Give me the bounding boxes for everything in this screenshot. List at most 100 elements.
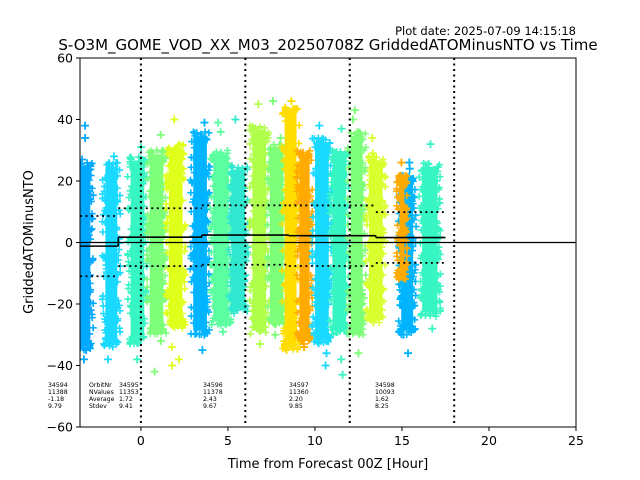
table-cell: 11353 bbox=[119, 389, 139, 396]
scatter-band bbox=[98, 152, 124, 364]
scatter-band bbox=[162, 115, 189, 370]
table-cell: -1.18 bbox=[48, 396, 64, 403]
y-tick-label: −20 bbox=[47, 297, 73, 312]
outlier-marker bbox=[156, 130, 165, 139]
outlier-marker bbox=[350, 106, 359, 115]
outlier-marker bbox=[256, 339, 265, 348]
outlier-marker bbox=[338, 370, 347, 379]
table-cell: 2.43 bbox=[203, 396, 217, 403]
y-tick-label: 0 bbox=[65, 235, 73, 250]
table-cell: 11378 bbox=[203, 389, 223, 396]
outlier-marker bbox=[354, 349, 363, 358]
outlier-marker bbox=[287, 97, 296, 106]
table-cell: 1.62 bbox=[375, 396, 389, 403]
band-core bbox=[80, 166, 91, 347]
x-axis-label: Time from Forecast 00Z [Hour] bbox=[227, 457, 429, 472]
table-cell: 34596 bbox=[203, 382, 223, 389]
outlier-marker bbox=[150, 367, 159, 376]
outlier-marker bbox=[218, 327, 227, 336]
outlier-marker bbox=[167, 343, 176, 352]
band-core bbox=[105, 166, 118, 344]
outlier-marker bbox=[130, 336, 139, 345]
outlier-marker bbox=[404, 349, 413, 358]
plot-date: Plot date: 2025-07-09 14:15:18 bbox=[395, 24, 576, 38]
band-core bbox=[284, 111, 297, 347]
outlier-marker bbox=[133, 355, 142, 364]
y-tick-label: −40 bbox=[47, 358, 73, 373]
table-cell: 34598 bbox=[375, 382, 395, 389]
scatter-band bbox=[362, 133, 390, 327]
band-markers bbox=[186, 128, 214, 339]
outlier-marker bbox=[81, 133, 90, 142]
band-core bbox=[193, 135, 207, 331]
table-cell: 2.20 bbox=[289, 396, 303, 403]
outlier-marker bbox=[231, 115, 240, 124]
band-core bbox=[168, 148, 183, 325]
outlier-marker bbox=[428, 324, 437, 333]
scatter-band bbox=[186, 118, 214, 355]
outlier-marker bbox=[80, 155, 87, 164]
scatter-band bbox=[80, 121, 97, 364]
outlier-marker bbox=[170, 115, 179, 124]
table-row-label: Stdev bbox=[89, 403, 107, 410]
outlier-marker bbox=[80, 355, 88, 364]
scatter-band bbox=[206, 118, 236, 336]
table-cell: 9.41 bbox=[119, 403, 133, 410]
outlier-marker bbox=[156, 336, 165, 345]
band-core bbox=[315, 141, 329, 340]
table-cell: 34595 bbox=[119, 382, 139, 389]
outlier-marker bbox=[198, 346, 207, 355]
x-tick-label: 15 bbox=[394, 433, 410, 448]
outlier-marker bbox=[200, 330, 209, 339]
outlier-marker bbox=[282, 346, 291, 355]
y-tick-label: 40 bbox=[57, 112, 73, 127]
outlier-marker bbox=[399, 330, 408, 339]
band-markers bbox=[362, 153, 390, 326]
outlier-marker bbox=[268, 97, 277, 106]
band-core bbox=[252, 129, 267, 331]
y-tick-label: 60 bbox=[57, 51, 73, 66]
table-row-label: Average bbox=[89, 396, 115, 403]
outlier-marker bbox=[174, 355, 183, 364]
overlay-lines bbox=[80, 58, 576, 427]
outlier-marker bbox=[368, 149, 377, 158]
outlier-marker bbox=[369, 318, 378, 327]
table-cell: 34597 bbox=[289, 382, 309, 389]
outlier-marker bbox=[405, 164, 414, 173]
table-cell: 34594 bbox=[48, 382, 68, 389]
outlier-marker bbox=[104, 355, 113, 364]
outlier-marker bbox=[276, 133, 285, 142]
table-cell: 11360 bbox=[289, 389, 309, 396]
outlier-marker bbox=[109, 152, 118, 161]
y-tick-label: 20 bbox=[57, 174, 73, 189]
outlier-marker bbox=[168, 361, 177, 370]
table-row-label: OrbitNr bbox=[89, 382, 112, 389]
band-core bbox=[299, 154, 310, 337]
table-cell: 9.79 bbox=[48, 403, 62, 410]
table-row-label: NValues bbox=[89, 389, 114, 396]
outlier-marker bbox=[315, 121, 324, 130]
outlier-marker bbox=[426, 140, 435, 149]
plot-area bbox=[80, 58, 576, 427]
band-markers bbox=[415, 159, 445, 320]
x-tick-label: 25 bbox=[568, 433, 584, 448]
x-axis-ticks: 0 5 10 15 20 25 bbox=[137, 427, 584, 448]
outlier-marker bbox=[397, 158, 406, 167]
outlier-marker bbox=[337, 124, 346, 133]
band-core bbox=[213, 154, 229, 322]
table-cell: 8.25 bbox=[375, 403, 389, 410]
x-tick-label: 10 bbox=[307, 433, 323, 448]
x-tick-label: 20 bbox=[481, 433, 497, 448]
outlier-marker bbox=[216, 127, 225, 136]
outlier-marker bbox=[368, 133, 377, 142]
table-cell: 1.72 bbox=[119, 396, 133, 403]
table-cell: 11388 bbox=[48, 389, 68, 396]
scatter-band bbox=[246, 100, 273, 348]
outlier-marker bbox=[81, 121, 90, 130]
outlier-marker bbox=[200, 118, 209, 127]
outlier-marker bbox=[254, 100, 263, 109]
band-markers bbox=[293, 147, 316, 345]
scatter-band bbox=[293, 147, 316, 352]
chart-title: S-O3M_GOME_VOD_XX_M03_20250708Z GriddedA… bbox=[58, 36, 597, 55]
